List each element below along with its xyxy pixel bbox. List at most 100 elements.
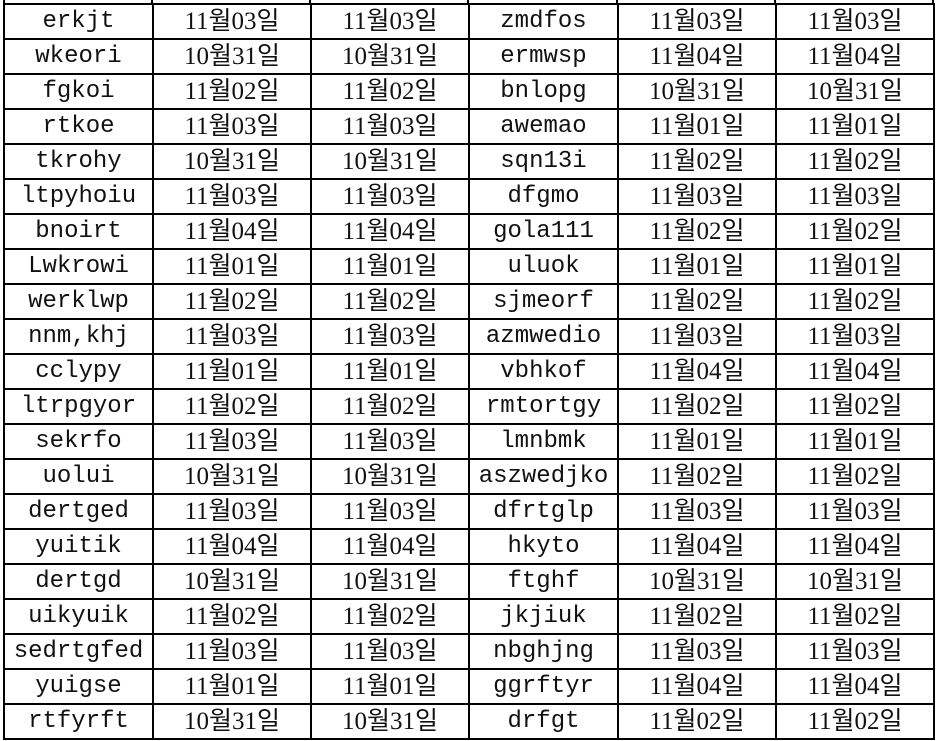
date-cell[interactable]: 10월31일 <box>310 143 470 180</box>
date-cell[interactable]: 11월02일 <box>617 213 777 250</box>
date-cell[interactable]: 11월02일 <box>775 703 935 740</box>
date-cell[interactable]: 11월03일 <box>617 3 777 40</box>
name-cell[interactable]: dertgd <box>3 563 154 600</box>
name-cell[interactable]: nbghjng <box>468 633 619 670</box>
date-cell[interactable]: 11월02일 <box>775 213 935 250</box>
name-cell[interactable]: jkjiuk <box>468 598 619 635</box>
date-cell[interactable]: 10월31일 <box>310 38 470 75</box>
name-cell[interactable]: ermwsp <box>468 38 619 75</box>
date-cell[interactable]: 11월01일 <box>310 353 470 390</box>
name-cell[interactable]: ltpyhoiu <box>3 178 154 215</box>
date-cell[interactable]: 10월31일 <box>152 563 312 600</box>
date-cell[interactable]: 11월02일 <box>775 143 935 180</box>
name-cell[interactable]: cclypy <box>3 353 154 390</box>
name-cell[interactable]: azmwedio <box>468 318 619 355</box>
date-cell[interactable]: 11월01일 <box>617 108 777 145</box>
date-cell[interactable]: 10월31일 <box>775 73 935 110</box>
date-cell[interactable]: 11월01일 <box>775 108 935 145</box>
name-cell[interactable]: bnlopg <box>468 73 619 110</box>
date-cell[interactable]: 11월02일 <box>617 143 777 180</box>
name-cell[interactable]: dfrtglp <box>468 493 619 530</box>
name-cell[interactable]: dfgmo <box>468 178 619 215</box>
date-cell[interactable]: 11월02일 <box>617 598 777 635</box>
date-cell[interactable]: 11월04일 <box>617 528 777 565</box>
name-cell[interactable]: dertged <box>3 493 154 530</box>
name-cell[interactable]: drfgt <box>468 703 619 740</box>
date-cell[interactable]: 10월31일 <box>152 38 312 75</box>
date-cell[interactable]: 11월03일 <box>152 108 312 145</box>
date-cell[interactable]: 11월02일 <box>775 598 935 635</box>
date-cell[interactable]: 11월03일 <box>152 318 312 355</box>
name-cell[interactable]: werklwp <box>3 283 154 320</box>
name-cell[interactable]: sekrfo <box>3 423 154 460</box>
name-cell[interactable]: sedrtgfed <box>3 633 154 670</box>
date-cell[interactable]: 11월01일 <box>775 423 935 460</box>
date-cell[interactable]: 11월02일 <box>617 388 777 425</box>
date-cell[interactable]: 11월03일 <box>617 633 777 670</box>
name-cell[interactable]: yuigse <box>3 668 154 705</box>
date-cell[interactable]: 11월02일 <box>152 283 312 320</box>
date-cell[interactable]: 11월03일 <box>310 633 470 670</box>
date-cell[interactable]: 11월04일 <box>310 528 470 565</box>
date-cell[interactable]: 11월03일 <box>775 3 935 40</box>
date-cell[interactable]: 11월04일 <box>310 213 470 250</box>
date-cell[interactable]: 11월03일 <box>152 178 312 215</box>
name-cell[interactable]: uluok <box>468 248 619 285</box>
date-cell[interactable]: 11월02일 <box>617 703 777 740</box>
date-cell[interactable]: 11월01일 <box>152 353 312 390</box>
date-cell[interactable]: 11월03일 <box>310 108 470 145</box>
date-cell[interactable]: 11월04일 <box>775 528 935 565</box>
date-cell[interactable]: 11월02일 <box>152 73 312 110</box>
date-cell[interactable]: 11월02일 <box>152 598 312 635</box>
name-cell[interactable]: fgkoi <box>3 73 154 110</box>
name-cell[interactable]: ggrftyr <box>468 668 619 705</box>
date-cell[interactable]: 11월02일 <box>152 388 312 425</box>
name-cell[interactable]: erkjt <box>3 3 154 40</box>
name-cell[interactable]: rtfyrft <box>3 703 154 740</box>
name-cell[interactable]: Lwkrowi <box>3 248 154 285</box>
date-cell[interactable]: 11월03일 <box>775 178 935 215</box>
date-cell[interactable]: 11월02일 <box>310 598 470 635</box>
date-cell[interactable]: 10월31일 <box>310 458 470 495</box>
date-cell[interactable]: 11월02일 <box>617 458 777 495</box>
name-cell[interactable]: yuitik <box>3 528 154 565</box>
date-cell[interactable]: 10월31일 <box>152 458 312 495</box>
date-cell[interactable]: 11월04일 <box>617 668 777 705</box>
date-cell[interactable]: 11월01일 <box>152 248 312 285</box>
date-cell[interactable]: 11월04일 <box>775 668 935 705</box>
name-cell[interactable]: awemao <box>468 108 619 145</box>
date-cell[interactable]: 11월03일 <box>310 423 470 460</box>
date-cell[interactable]: 10월31일 <box>152 703 312 740</box>
date-cell[interactable]: 11월03일 <box>617 178 777 215</box>
date-cell[interactable]: 10월31일 <box>775 563 935 600</box>
date-cell[interactable]: 11월01일 <box>310 248 470 285</box>
date-cell[interactable]: 11월03일 <box>775 633 935 670</box>
name-cell[interactable]: hkyto <box>468 528 619 565</box>
date-cell[interactable]: 11월02일 <box>775 388 935 425</box>
date-cell[interactable]: 11월04일 <box>152 528 312 565</box>
date-cell[interactable]: 11월02일 <box>617 283 777 320</box>
date-cell[interactable]: 11월01일 <box>617 423 777 460</box>
name-cell[interactable]: ltrpgyor <box>3 388 154 425</box>
name-cell[interactable]: rtkoe <box>3 108 154 145</box>
name-cell[interactable]: bnoirt <box>3 213 154 250</box>
date-cell[interactable]: 11월03일 <box>152 633 312 670</box>
date-cell[interactable]: 11월04일 <box>617 38 777 75</box>
name-cell[interactable]: aszwedjko <box>468 458 619 495</box>
date-cell[interactable]: 11월03일 <box>617 318 777 355</box>
date-cell[interactable]: 11월03일 <box>310 178 470 215</box>
name-cell[interactable]: tkrohy <box>3 143 154 180</box>
name-cell[interactable]: wkeori <box>3 38 154 75</box>
date-cell[interactable]: 11월01일 <box>310 668 470 705</box>
date-cell[interactable]: 11월03일 <box>152 3 312 40</box>
name-cell[interactable]: sqn13i <box>468 143 619 180</box>
date-cell[interactable]: 10월31일 <box>310 703 470 740</box>
date-cell[interactable]: 10월31일 <box>310 563 470 600</box>
date-cell[interactable]: 11월01일 <box>152 668 312 705</box>
date-cell[interactable]: 10월31일 <box>617 73 777 110</box>
date-cell[interactable]: 11월03일 <box>617 493 777 530</box>
name-cell[interactable]: rmtortgy <box>468 388 619 425</box>
date-cell[interactable]: 10월31일 <box>152 143 312 180</box>
name-cell[interactable]: vbhkof <box>468 353 619 390</box>
name-cell[interactable]: sjmeorf <box>468 283 619 320</box>
